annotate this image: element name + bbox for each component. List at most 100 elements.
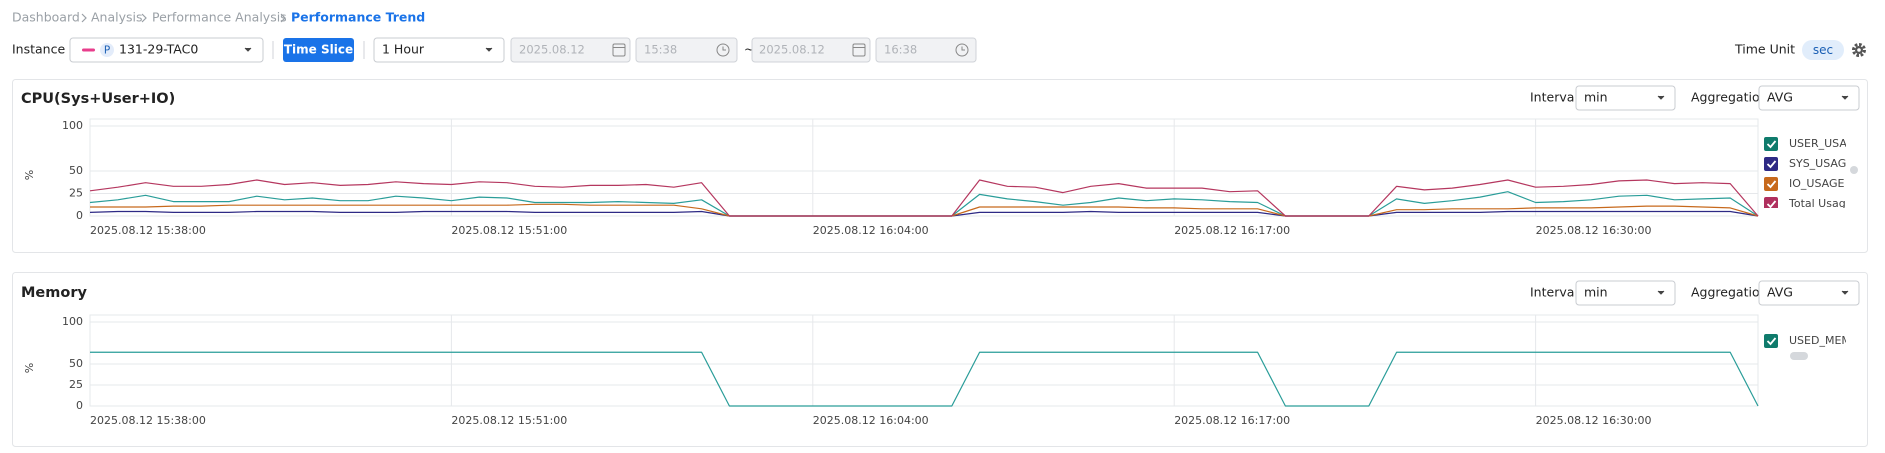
scroll-indicator bbox=[1850, 166, 1858, 174]
start-date-input[interactable] bbox=[510, 37, 631, 63]
x-tick-label: 2025.08.12 15:51:00 bbox=[451, 224, 567, 237]
select-value: AVG bbox=[1767, 90, 1793, 105]
panel: CPU(Sys+User+IO) Interval min Aggregation AV… bbox=[12, 79, 1868, 253]
legend: USED_MEMORY bbox=[1764, 334, 1873, 348]
dropdown-arrow bbox=[485, 47, 493, 52]
legend-checkbox[interactable] bbox=[1764, 157, 1778, 171]
start-time: 15:38 bbox=[644, 43, 677, 57]
x-tick-label: 2025.08.12 16:04:00 bbox=[813, 414, 929, 427]
time-unit-pill[interactable] bbox=[1802, 40, 1844, 60]
x-tick-label: 2025.08.12 16:04:00 bbox=[813, 224, 929, 237]
dropdown-arrow bbox=[1841, 95, 1849, 100]
x-tick-label: 2025.08.12 15:38:00 bbox=[90, 414, 206, 427]
legend-checkbox[interactable] bbox=[1764, 137, 1778, 151]
time-unit: sec bbox=[1813, 43, 1833, 57]
x-tick-label: 2025.08.12 15:38:00 bbox=[90, 224, 206, 237]
instance-color bbox=[82, 48, 95, 52]
clock-icon bbox=[722, 46, 726, 51]
panels: CPU(Sys+User+IO) Interval min Aggregation AV… bbox=[12, 79, 1873, 447]
legend: USER_USAGE SYS_USAGE IO_USAGE Total Usage bbox=[1764, 137, 1862, 210]
checkmark bbox=[1766, 200, 1777, 208]
x-tick-label: 2025.08.12 16:30:00 bbox=[1536, 414, 1652, 427]
y-tick-label: 100 bbox=[62, 119, 83, 132]
dropdown-arrow bbox=[1657, 290, 1665, 295]
panel-title: Memory bbox=[21, 285, 87, 301]
x-tick-label: 2025.08.12 16:30:00 bbox=[1536, 224, 1652, 237]
clock-icon bbox=[955, 43, 969, 57]
checkmark bbox=[1766, 337, 1777, 346]
time-slice-button[interactable] bbox=[283, 38, 354, 62]
time-unit-label: Time Unit bbox=[1734, 42, 1795, 57]
chevron bbox=[81, 13, 87, 23]
select[interactable] bbox=[1575, 85, 1676, 111]
y-tick-label: 50 bbox=[69, 164, 83, 177]
end-time: 16:38 bbox=[884, 43, 917, 57]
select[interactable] bbox=[1758, 85, 1860, 111]
select-value: AVG bbox=[1767, 285, 1793, 300]
legend-checkbox[interactable] bbox=[1764, 334, 1778, 348]
calendar-icon bbox=[852, 43, 866, 57]
instance-select[interactable] bbox=[69, 37, 264, 63]
dropdown-arrow bbox=[1657, 95, 1665, 100]
legend-label: USER_USAGE bbox=[1789, 137, 1862, 150]
panel: Memory Interval min Aggregation AVG 0 25 50 100%… bbox=[12, 272, 1873, 447]
end-date: 2025.08.12 bbox=[759, 43, 825, 57]
dropdown-arrow bbox=[244, 47, 252, 52]
time-slice-label: Time Slice bbox=[284, 43, 353, 57]
breadcrumb-item[interactable]: Dashboard bbox=[12, 10, 80, 25]
chevron bbox=[141, 13, 147, 23]
clock-icon bbox=[961, 46, 965, 51]
select[interactable] bbox=[1758, 280, 1860, 306]
end-time-input[interactable] bbox=[875, 37, 977, 63]
y-axis-label: % bbox=[23, 363, 36, 373]
series-line bbox=[89, 179, 1759, 217]
calendar-icon bbox=[612, 43, 626, 57]
y-tick-label: 0 bbox=[76, 399, 83, 412]
series-line bbox=[90, 351, 1759, 407]
end-date-input[interactable] bbox=[751, 37, 871, 63]
chevron bbox=[280, 13, 286, 23]
toolbar: Instance P 131-29-TAC0 Time Slice 1 Hour… bbox=[12, 37, 1866, 63]
panel-box bbox=[12, 272, 1868, 447]
legend-label: SYS_USAGE bbox=[1789, 157, 1853, 170]
dropdown-arrow bbox=[1841, 290, 1849, 295]
start-time-input[interactable] bbox=[635, 37, 738, 63]
breadcrumb-item[interactable]: Performance Analysis bbox=[152, 10, 287, 25]
instance-badge-bg bbox=[100, 43, 114, 57]
interval-label: Interval bbox=[1530, 90, 1578, 105]
select-value: min bbox=[1584, 90, 1608, 105]
checkmark bbox=[1766, 140, 1777, 149]
y-tick-label: 25 bbox=[69, 378, 83, 391]
checkmark bbox=[1766, 180, 1777, 189]
range-separator: ~ bbox=[744, 42, 754, 57]
breadcrumb-item[interactable]: Analysis bbox=[91, 10, 143, 25]
y-tick-label: 50 bbox=[69, 357, 83, 370]
range-select[interactable] bbox=[373, 37, 505, 63]
y-tick-label: 25 bbox=[69, 187, 83, 200]
checkmark bbox=[1766, 160, 1777, 169]
interval-label: Interval bbox=[1530, 285, 1578, 300]
legend-label: Total Usage bbox=[1788, 197, 1853, 210]
select[interactable] bbox=[1575, 280, 1676, 306]
y-tick-label: 0 bbox=[76, 209, 83, 222]
breadcrumb: Dashboard Analysis Performance Analysis … bbox=[12, 10, 425, 25]
scroll-indicator bbox=[1790, 352, 1808, 360]
aggregation-label: Aggregation bbox=[1691, 285, 1768, 300]
range-value: 1 Hour bbox=[382, 42, 425, 57]
x-tick-label: 2025.08.12 15:51:00 bbox=[451, 414, 567, 427]
y-axis-label: % bbox=[23, 170, 36, 180]
clock-icon bbox=[716, 43, 730, 57]
y-tick-label: 100 bbox=[62, 315, 83, 328]
select-value: min bbox=[1584, 285, 1608, 300]
x-tick-label: 2025.08.12 16:17:00 bbox=[1174, 414, 1290, 427]
settings-icon[interactable] bbox=[1852, 43, 1866, 57]
start-date: 2025.08.12 bbox=[519, 43, 585, 57]
legend-label: USED_MEMORY bbox=[1789, 334, 1873, 347]
x-tick-label: 2025.08.12 16:17:00 bbox=[1174, 224, 1290, 237]
instance-label: Instance bbox=[12, 42, 65, 57]
instance-badge: P bbox=[104, 45, 110, 57]
panel-title: CPU(Sys+User+IO) bbox=[21, 91, 175, 107]
legend-checkbox[interactable] bbox=[1764, 177, 1778, 191]
instance-value: 131-29-TAC0 bbox=[119, 42, 198, 57]
